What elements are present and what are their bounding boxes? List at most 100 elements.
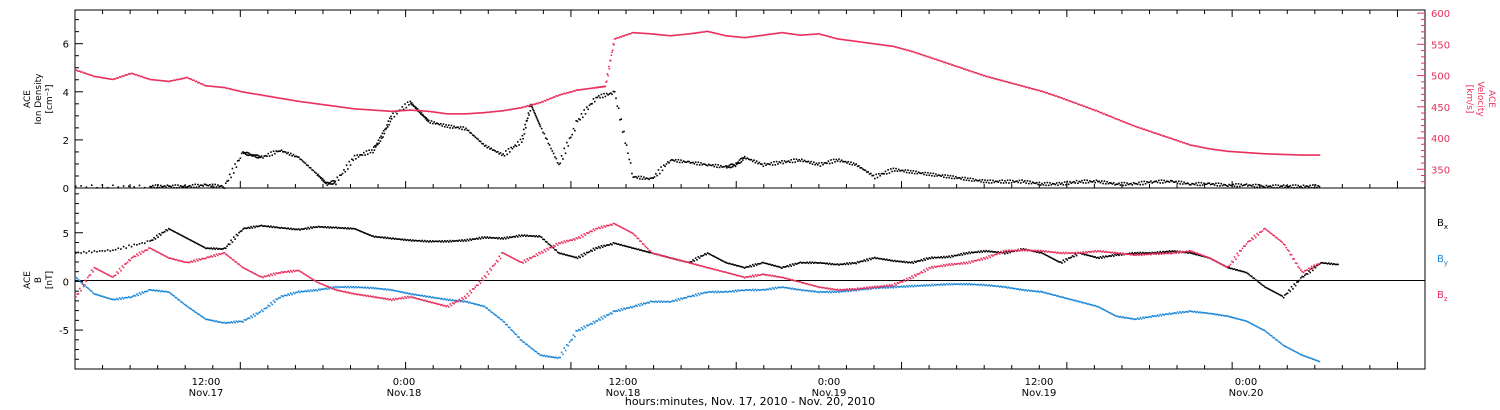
density-point [1257,183,1260,186]
b-bz-point [132,256,134,258]
b-bz-point [1083,252,1086,254]
y-tick-label-right: 600 [1431,9,1450,20]
b-bx-point [211,248,214,250]
density-point [684,161,686,163]
b-bz-point [904,280,907,282]
density-point [1120,181,1123,184]
b-bx-point [341,227,344,229]
density-point [138,184,141,187]
b-bx-point [333,226,336,229]
b-bz-point [426,300,429,302]
b-bz-point [321,283,324,286]
b-bx-point [268,226,271,228]
x-tick-label-time: 12:00 [609,377,638,388]
b-bz-point [953,262,956,265]
density-point [551,150,554,152]
b-bz-point [818,286,820,289]
b-bz-point [271,274,274,277]
b-bx-point [392,237,394,239]
b-by-point [832,291,835,294]
b-bz-point [441,304,443,306]
b-bx-point [153,236,155,239]
density-point [1227,185,1229,188]
top-right-ylabel: ACE Velocity [km/s] [1464,81,1496,117]
b-bx-point [288,228,291,230]
density-point [1188,183,1191,186]
density-point [686,160,689,163]
b-bx-point [932,257,935,260]
b-bz-point [242,266,244,269]
b-bx-point [1335,263,1338,266]
b-by-point [1204,312,1207,314]
b-bz-point [964,262,966,265]
b-bx-point [733,264,735,266]
b-by-point [389,288,392,291]
b-bx-point [745,266,747,268]
b-bx-point [255,225,258,227]
b-bx-point [970,251,973,253]
density-point [1314,184,1317,186]
b-bz-point [753,275,755,278]
b-by-point [1087,303,1090,305]
density-point [728,164,731,167]
b-by-point [1057,295,1059,297]
density-point [1160,179,1163,181]
velocity-point [584,88,587,91]
b-by-point [881,287,884,289]
b-bz-point [499,257,502,260]
b-by-point [177,298,179,301]
b-by-point [473,303,475,305]
b-by-point [1162,313,1164,316]
density-point [1233,185,1236,188]
velocity-point [463,113,466,115]
density-point [552,152,555,155]
b-bz-point [361,294,364,296]
b-by-point [280,294,283,297]
top-left-ylabel: ACE Ion Density [cm⁻³] [23,73,55,125]
density-point [248,152,250,155]
b-bz-point [502,252,504,254]
b-bz-point [560,241,563,243]
b-by-point [539,354,542,357]
b-bz-point [1173,251,1176,254]
density-point [1010,182,1013,184]
b-bx-point [895,260,897,263]
density-point [628,158,631,161]
b-bz-point [344,290,347,293]
velocity-point [360,108,362,111]
b-bx-point [814,261,816,264]
velocity-point [1227,150,1229,153]
b-bx-point [608,244,611,246]
b-bx-point [1090,255,1092,258]
b-bz-point [766,274,769,276]
b-bz-point [706,266,709,269]
b-bx-point [181,234,183,237]
velocity-point [266,95,268,97]
density-point [222,186,224,188]
b-bx-point [511,236,514,238]
b-bx-point [960,252,962,255]
velocity-point [953,65,956,67]
b-by-point [1062,296,1065,299]
velocity-point [616,37,619,39]
b-bz-point [793,279,795,282]
b-bx-point [815,262,818,264]
velocity-point [1014,83,1017,86]
density-point [165,186,167,189]
b-bx-point [725,261,727,264]
density-point [207,184,210,187]
b-by-point [660,300,662,302]
b-bx-point [292,227,295,230]
b-bz-point [190,260,193,263]
velocity-point [1047,93,1050,95]
density-point [1220,182,1223,185]
velocity-point [1261,152,1264,155]
velocity-point [615,37,617,40]
velocity-point [252,92,255,95]
b-bz-point [1085,250,1087,253]
b-by-point [862,288,864,291]
b-bz-point [194,260,197,263]
b-bz-point [661,255,664,257]
velocity-point [340,106,343,108]
density-point [1073,181,1075,183]
